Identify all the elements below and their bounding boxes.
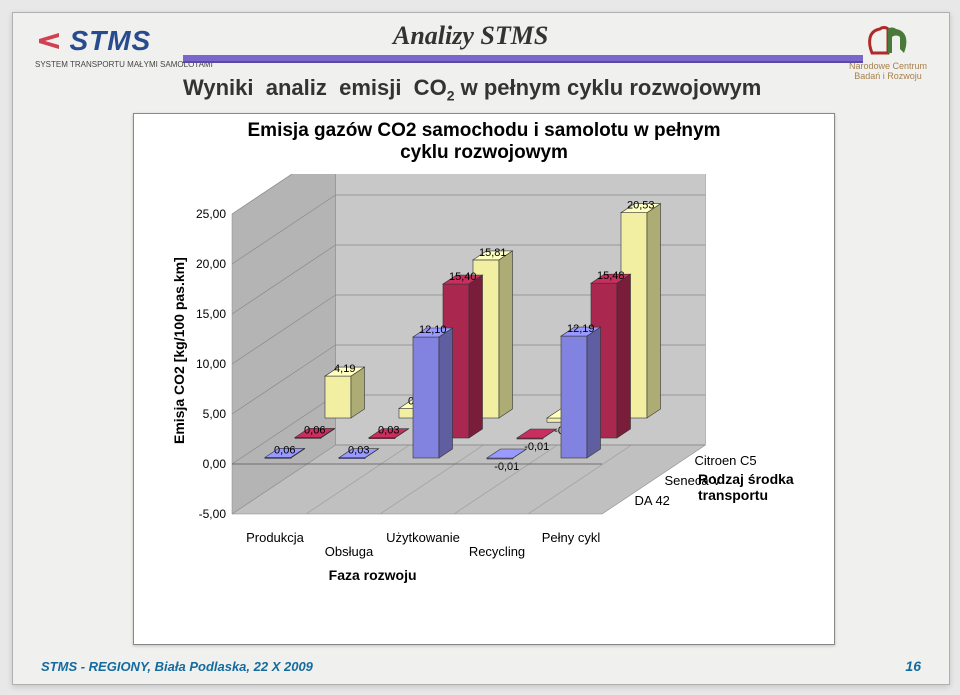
svg-text:10,00: 10,00 (196, 357, 226, 371)
svg-text:Recycling: Recycling (469, 544, 525, 559)
chart-svg: -5,000,005,0010,0015,0020,0025,004,190,9… (162, 174, 812, 622)
logo-right: Narodowe Centrum Badań i Rozwoju (849, 23, 927, 82)
footer: STMS - REGIONY, Biała Podlaska, 22 X 200… (41, 659, 313, 674)
svg-text:Produkcja: Produkcja (246, 530, 305, 545)
chart-title-line1: Emisja gazów CO2 samochodu i samolotu w … (248, 120, 721, 141)
svg-text:0,06: 0,06 (274, 444, 295, 456)
svg-text:15,00: 15,00 (196, 307, 226, 321)
svg-text:-5,00: -5,00 (199, 507, 227, 521)
logo-right-line2: Badań i Rozwoju (849, 72, 927, 82)
svg-text:Citroen C5: Citroen C5 (695, 453, 757, 468)
svg-text:15,40: 15,40 (449, 271, 477, 283)
svg-text:12,19: 12,19 (567, 323, 595, 335)
svg-text:5,00: 5,00 (203, 407, 227, 421)
svg-text:15,81: 15,81 (479, 247, 507, 259)
slide: STMS SYSTEM TRANSPORTU MAŁYMI SAMOLOTAMI… (12, 12, 950, 685)
ncbr-icon (864, 23, 912, 59)
svg-text:4,19: 4,19 (334, 363, 355, 375)
svg-text:Emisja CO2 [kg/100 pas.km]: Emisja CO2 [kg/100 pas.km] (171, 257, 187, 444)
svg-text:20,00: 20,00 (196, 257, 226, 271)
chart-box: Emisja gazów CO2 samochodu i samolotu w … (133, 113, 835, 645)
svg-text:Rodzaj środka: Rodzaj środka (698, 471, 794, 487)
svg-text:-0,01: -0,01 (494, 461, 519, 473)
svg-text:0,03: 0,03 (348, 445, 369, 457)
chart-title: Emisja gazów CO2 samochodu i samolotu w … (134, 120, 834, 164)
page-number: 16 (905, 658, 921, 674)
subtitle: Wyniki analiz emisji CO2 w pełnym cyklu … (183, 75, 761, 103)
svg-text:0,06: 0,06 (304, 424, 325, 436)
svg-text:0,03: 0,03 (378, 425, 399, 437)
svg-text:-0,01: -0,01 (524, 441, 549, 453)
header-title: Analizy STMS (393, 21, 548, 51)
svg-text:15,48: 15,48 (597, 270, 625, 282)
svg-text:Użytkowanie: Użytkowanie (386, 530, 460, 545)
svg-text:0,00: 0,00 (203, 457, 227, 471)
chart-title-line2: cyklu rozwojowym (400, 142, 568, 163)
plot-area: -5,000,005,0010,0015,0020,0025,004,190,9… (162, 174, 812, 622)
plane-icon (35, 25, 63, 58)
logo-text: STMS (69, 25, 151, 57)
svg-text:12,10: 12,10 (419, 324, 447, 336)
subtitle-text: Wyniki analiz emisji CO2 w pełnym cyklu … (183, 75, 761, 100)
svg-text:20,53: 20,53 (627, 200, 655, 212)
svg-text:25,00: 25,00 (196, 207, 226, 221)
header-bar (183, 55, 863, 63)
svg-text:Obsługa: Obsługa (325, 544, 374, 559)
svg-text:DA 42: DA 42 (635, 493, 670, 508)
svg-text:transportu: transportu (698, 487, 768, 503)
svg-text:Faza rozwoju: Faza rozwoju (329, 567, 417, 583)
svg-text:Pełny cykl: Pełny cykl (542, 530, 601, 545)
